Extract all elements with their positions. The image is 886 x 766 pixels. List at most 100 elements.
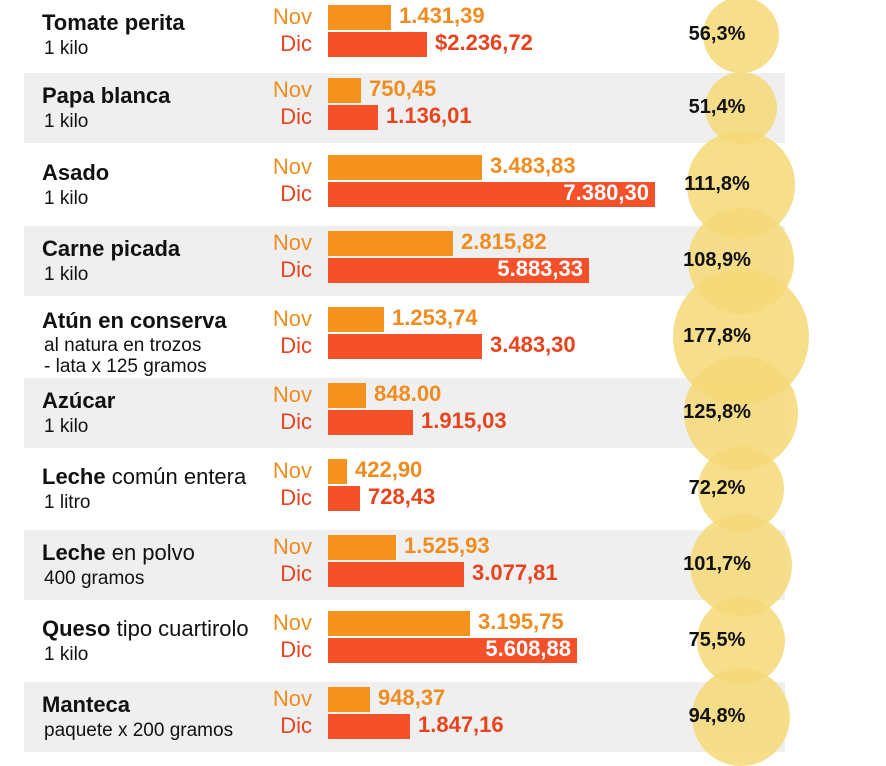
value-label-dic: 7.380,30 <box>563 180 649 205</box>
bar-dic <box>328 32 427 57</box>
series-label-nov: Nov <box>272 382 312 407</box>
product-unit: - lata x 125 gramos <box>44 356 207 377</box>
pct-circle <box>691 667 791 766</box>
product-unit: 1 kilo <box>44 416 89 437</box>
series-label-dic: Dic <box>280 561 312 586</box>
pct-label: 101,7% <box>683 553 751 575</box>
chart-row: Leche común entera 1 litro Nov Dic 422,90 728… <box>24 454 785 524</box>
value-label-dic: 3.077,81 <box>472 560 558 585</box>
chart-row: Carne picada 1 kilo Nov Dic 2.815,82 5.883,33 <box>24 226 785 296</box>
product-name: Manteca <box>42 692 130 718</box>
value-label-nov: 1.253,74 <box>392 305 478 330</box>
pct-label: 72,2% <box>688 477 746 499</box>
product-name-detail: en polvo <box>105 540 195 565</box>
product-unit: 1 kilo <box>44 111 89 132</box>
product-name: Leche en polvo <box>42 540 195 566</box>
bar-nov <box>328 459 347 484</box>
bar-dic <box>328 258 589 283</box>
product-unit: 1 kilo <box>44 188 89 209</box>
series-label-dic: Dic <box>280 181 312 206</box>
product-name: Queso tipo cuartirolo <box>42 616 249 642</box>
bar-dic <box>328 105 378 130</box>
chart-row: Atún en conserva al natura en trozos - lat… <box>24 302 785 377</box>
product-name-main: Asado <box>42 160 110 185</box>
series-label-dic: Dic <box>280 409 312 434</box>
product-unit: 1 kilo <box>44 38 89 59</box>
pct-label: 56,3% <box>688 23 746 45</box>
series-label-dic: Dic <box>280 31 312 56</box>
bar-nov <box>328 5 391 30</box>
product-name-detail: común entera <box>105 464 247 489</box>
series-label-dic: Dic <box>280 485 312 510</box>
bar-nov <box>328 307 384 332</box>
value-label-nov: 2.815,82 <box>461 229 547 254</box>
pct-circle <box>703 0 779 73</box>
product-name-detail: tipo cuartirolo <box>110 616 249 641</box>
product-name-main: Leche <box>42 464 106 489</box>
bar-dic <box>328 334 482 359</box>
product-name-main: Leche <box>42 540 106 565</box>
series-label-nov: Nov <box>272 534 312 559</box>
bar-dic <box>328 714 410 739</box>
value-label-dic: $2.236,72 <box>435 30 533 55</box>
series-label-nov: Nov <box>272 610 312 635</box>
series-label-nov: Nov <box>272 4 312 29</box>
product-name: Atún en conserva <box>42 308 227 334</box>
product-name: Papa blanca <box>42 83 170 109</box>
chart-row: Asado 1 kilo Nov Dic 3.483,83 7.380,30 <box>24 150 785 220</box>
series-label-nov: Nov <box>272 458 312 483</box>
bar-nov <box>328 611 470 636</box>
bar-nov <box>328 231 453 256</box>
bar-nov <box>328 383 366 408</box>
product-unit: 1 kilo <box>44 644 89 665</box>
chart-row: Tomate perita 1 kilo Nov Dic 1.431,39 $2.236,… <box>24 0 785 70</box>
product-name-main: Atún en conserva <box>42 308 227 333</box>
bar-nov <box>328 535 396 560</box>
series-label-nov: Nov <box>272 154 312 179</box>
bar-dic <box>328 410 413 435</box>
bar-dic <box>328 638 577 663</box>
series-label-dic: Dic <box>280 637 312 662</box>
value-label-nov: 422,90 <box>355 457 423 482</box>
product-unit: 400 gramos <box>44 568 145 589</box>
value-label-nov: 750,45 <box>369 76 437 101</box>
value-label-dic: 1.915,03 <box>421 408 507 433</box>
value-label-nov: 948,37 <box>378 685 446 710</box>
series-label-dic: Dic <box>280 333 312 358</box>
product-name-main: Tomate perita <box>42 10 185 35</box>
product-name-main: Carne picada <box>42 236 181 261</box>
value-label-dic: 5.608,88 <box>485 636 571 661</box>
bar-nov <box>328 155 482 180</box>
product-name-main: Queso <box>42 616 111 641</box>
product-name: Leche común entera <box>42 464 246 490</box>
pct-label: 75,5% <box>688 629 746 651</box>
series-label-dic: Dic <box>280 257 312 282</box>
product-unit: 1 kilo <box>44 264 89 285</box>
product-name: Tomate perita <box>42 10 185 36</box>
product-name-main: Papa blanca <box>42 83 171 108</box>
chart-row: Leche en polvo 400 gramos Nov Dic 1.525,93 3.… <box>24 530 785 600</box>
value-label-nov: 1.525,93 <box>404 533 490 558</box>
chart-row: Papa blanca 1 kilo Nov Dic 750,45 1.136,01 <box>24 73 785 143</box>
value-label-dic: 3.483,30 <box>490 332 576 357</box>
product-name: Azúcar <box>42 388 115 414</box>
chart-row: Azúcar 1 kilo Nov Dic 848.00 1.915,03 <box>24 378 785 448</box>
chart-row: Queso tipo cuartirolo 1 kilo Nov Dic 3.195,7… <box>24 606 785 676</box>
pct-label: 111,8% <box>684 173 750 195</box>
value-label-nov: 3.195,75 <box>478 609 564 634</box>
product-name: Carne picada <box>42 236 180 262</box>
value-label-nov: 1.431,39 <box>399 3 485 28</box>
value-label-nov: 848.00 <box>374 381 442 406</box>
product-name-main: Manteca <box>42 692 131 717</box>
series-label-nov: Nov <box>272 77 312 102</box>
value-label-dic: 1.847,16 <box>418 712 504 737</box>
value-label-nov: 3.483,83 <box>490 153 576 178</box>
value-label-dic: 1.136,01 <box>386 103 472 128</box>
product-unit: al natura en trozos <box>44 335 202 356</box>
bar-nov <box>328 687 370 712</box>
product-unit: paquete x 200 gramos <box>44 720 234 741</box>
product-unit: 1 litro <box>44 492 91 513</box>
product-name-main: Azúcar <box>42 388 116 413</box>
pct-label: 108,9% <box>683 249 751 271</box>
